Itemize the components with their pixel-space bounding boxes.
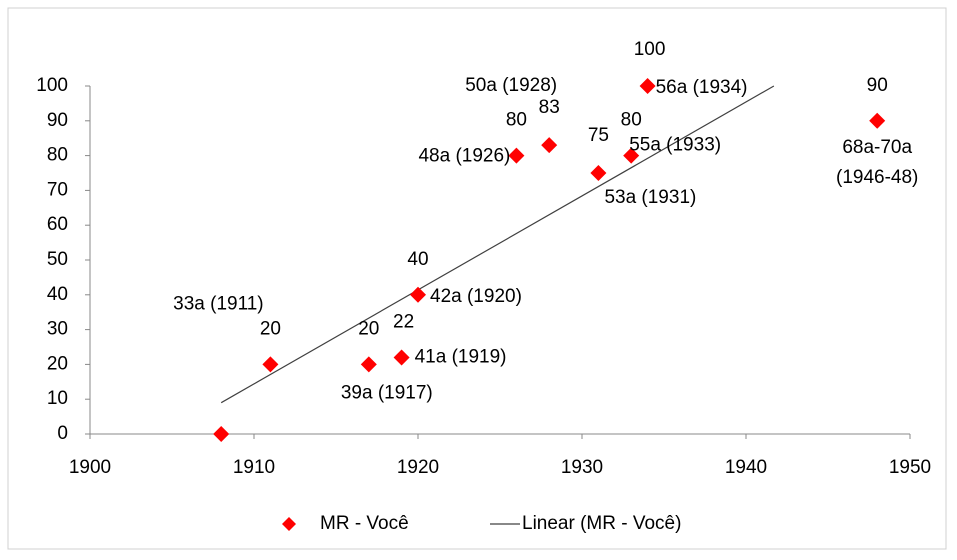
y-tick-label: 50 — [47, 249, 68, 270]
value-label: 83 — [539, 97, 560, 118]
value-label: 80 — [506, 110, 527, 131]
point — [393, 349, 410, 366]
x-tick-label: 1940 — [725, 457, 767, 478]
y-tick-label: 30 — [47, 319, 68, 340]
point-label: 33a (1911) — [173, 293, 264, 314]
point-label: 50a (1928) — [465, 75, 557, 96]
trendline — [220, 85, 775, 404]
point-label: 48a (1926) — [418, 146, 510, 167]
point-label: 53a (1931) — [604, 187, 696, 208]
point — [262, 356, 279, 373]
point — [213, 426, 230, 442]
x-tick-label: 1910 — [233, 457, 275, 478]
chart-border — [7, 7, 947, 550]
value-label: 90 — [867, 75, 888, 96]
point-label: 56a (1934) — [656, 77, 748, 98]
point — [590, 165, 607, 181]
y-tick-label: 0 — [57, 423, 68, 444]
y-tick-label: 40 — [47, 284, 68, 305]
point — [639, 78, 656, 94]
y-tick-label: 60 — [47, 214, 68, 235]
x-tick-label: 1950 — [889, 457, 931, 478]
value-label: 40 — [407, 249, 428, 270]
y-tick-label: 100 — [36, 75, 68, 96]
point-label: 68a-70a — [842, 137, 912, 158]
point-label: (1946-48) — [836, 167, 918, 188]
y-tick-label: 80 — [47, 145, 68, 166]
y-tick-label: 20 — [47, 353, 68, 374]
point — [869, 112, 886, 129]
legend-label: Linear (MR - Você) — [522, 513, 681, 534]
point-label: 39a (1917) — [341, 382, 433, 403]
point — [541, 137, 558, 154]
value-label: 22 — [393, 311, 414, 332]
value-label: 20 — [358, 318, 379, 339]
y-tick-label: 70 — [47, 179, 68, 200]
x-tick-label: 1930 — [561, 457, 603, 478]
point-label: 55a (1933) — [629, 135, 721, 156]
point — [623, 147, 640, 164]
point — [410, 286, 426, 303]
point — [360, 356, 377, 373]
y-tick-label: 10 — [47, 388, 68, 409]
legend-label: MR - Você — [320, 513, 409, 534]
y-tick-label: 90 — [47, 110, 68, 131]
value-label: 20 — [260, 318, 281, 339]
x-tick-label: 1900 — [69, 457, 111, 478]
value-label: 80 — [621, 110, 642, 131]
legend-marker — [282, 517, 296, 531]
x-tick-label: 1920 — [397, 457, 439, 478]
point-label: 42a (1920) — [430, 286, 522, 307]
value-label: 100 — [634, 39, 666, 60]
point-label: 41a (1919) — [415, 346, 507, 367]
point — [508, 147, 525, 164]
value-label: 75 — [588, 125, 609, 146]
